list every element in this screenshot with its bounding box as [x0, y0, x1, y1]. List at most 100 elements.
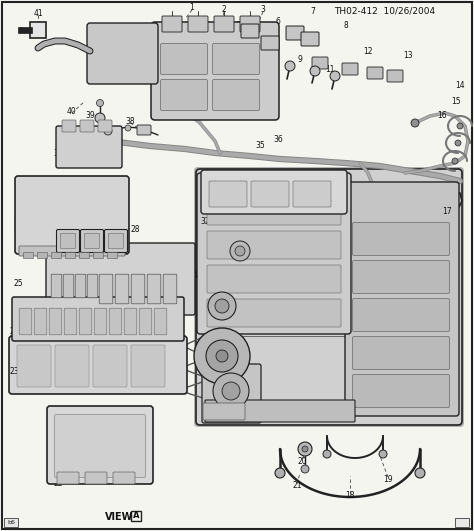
FancyBboxPatch shape: [46, 243, 195, 315]
FancyBboxPatch shape: [61, 234, 75, 249]
Bar: [37, 252, 47, 258]
Text: 21: 21: [292, 482, 302, 491]
FancyBboxPatch shape: [161, 44, 208, 74]
FancyBboxPatch shape: [342, 63, 358, 75]
FancyBboxPatch shape: [81, 229, 103, 253]
Circle shape: [213, 373, 249, 409]
Text: 15: 15: [451, 97, 461, 106]
FancyBboxPatch shape: [151, 22, 279, 120]
FancyBboxPatch shape: [113, 472, 135, 484]
Circle shape: [230, 241, 250, 261]
FancyBboxPatch shape: [79, 308, 92, 335]
Text: 7: 7: [310, 7, 315, 16]
FancyBboxPatch shape: [55, 415, 146, 477]
FancyBboxPatch shape: [188, 16, 208, 32]
Circle shape: [95, 113, 105, 123]
FancyBboxPatch shape: [353, 337, 449, 370]
Bar: [93, 252, 103, 258]
FancyBboxPatch shape: [367, 67, 383, 79]
FancyBboxPatch shape: [87, 274, 98, 298]
FancyBboxPatch shape: [93, 345, 127, 387]
FancyBboxPatch shape: [293, 181, 331, 207]
Text: 14: 14: [455, 81, 465, 90]
FancyBboxPatch shape: [47, 406, 153, 484]
Text: 28: 28: [130, 225, 140, 234]
Text: 31: 31: [53, 149, 63, 158]
Circle shape: [104, 127, 112, 135]
Circle shape: [415, 468, 425, 478]
Text: 35: 35: [255, 141, 265, 150]
Text: 12: 12: [363, 47, 373, 56]
Circle shape: [125, 125, 131, 131]
FancyBboxPatch shape: [109, 308, 122, 335]
Circle shape: [222, 382, 240, 400]
FancyBboxPatch shape: [161, 80, 208, 110]
FancyBboxPatch shape: [261, 36, 279, 50]
Text: 17: 17: [442, 207, 452, 216]
FancyBboxPatch shape: [98, 120, 112, 132]
FancyBboxPatch shape: [34, 308, 47, 335]
Text: 40: 40: [67, 107, 77, 116]
Circle shape: [215, 299, 229, 313]
FancyBboxPatch shape: [56, 229, 80, 253]
FancyBboxPatch shape: [139, 308, 152, 335]
FancyBboxPatch shape: [9, 336, 187, 394]
FancyBboxPatch shape: [194, 167, 464, 427]
Bar: [23, 252, 33, 258]
Text: TH02-412  10/26/2004: TH02-412 10/26/2004: [335, 6, 436, 15]
Text: 18: 18: [345, 492, 355, 501]
Circle shape: [310, 66, 320, 76]
Circle shape: [323, 450, 331, 458]
FancyBboxPatch shape: [353, 222, 449, 255]
Text: 10: 10: [253, 68, 263, 78]
FancyBboxPatch shape: [64, 308, 77, 335]
Text: 2: 2: [222, 5, 227, 14]
Circle shape: [97, 99, 103, 107]
FancyBboxPatch shape: [353, 374, 449, 407]
FancyBboxPatch shape: [131, 274, 145, 304]
Text: A: A: [133, 511, 139, 520]
FancyBboxPatch shape: [131, 345, 165, 387]
FancyBboxPatch shape: [286, 26, 304, 40]
FancyBboxPatch shape: [154, 308, 167, 335]
Bar: [107, 252, 117, 258]
FancyBboxPatch shape: [197, 173, 351, 334]
FancyBboxPatch shape: [207, 231, 341, 259]
Text: 4: 4: [192, 271, 198, 280]
Bar: [18, 27, 32, 33]
FancyBboxPatch shape: [163, 274, 177, 304]
Text: 29: 29: [175, 277, 185, 286]
FancyBboxPatch shape: [207, 265, 341, 293]
FancyBboxPatch shape: [55, 345, 89, 387]
Circle shape: [216, 350, 228, 362]
Circle shape: [301, 465, 309, 473]
Circle shape: [302, 446, 308, 452]
Text: 24: 24: [9, 327, 19, 336]
Text: VIEW: VIEW: [105, 512, 133, 522]
FancyBboxPatch shape: [84, 234, 100, 249]
FancyBboxPatch shape: [137, 125, 151, 135]
FancyBboxPatch shape: [301, 32, 319, 46]
FancyBboxPatch shape: [241, 24, 259, 38]
Circle shape: [208, 292, 236, 320]
FancyBboxPatch shape: [17, 345, 51, 387]
FancyBboxPatch shape: [353, 298, 449, 331]
Bar: [65, 252, 75, 258]
FancyBboxPatch shape: [209, 181, 247, 207]
Circle shape: [275, 468, 285, 478]
FancyBboxPatch shape: [12, 297, 184, 341]
FancyBboxPatch shape: [201, 170, 347, 214]
Text: 5: 5: [236, 21, 240, 30]
Text: b6: b6: [7, 520, 15, 525]
FancyBboxPatch shape: [49, 308, 62, 335]
Text: 25: 25: [13, 278, 23, 287]
FancyBboxPatch shape: [80, 120, 94, 132]
Text: 11: 11: [325, 64, 335, 73]
Text: 6: 6: [275, 16, 281, 25]
FancyBboxPatch shape: [62, 120, 76, 132]
Bar: [79, 252, 89, 258]
FancyBboxPatch shape: [202, 364, 261, 423]
Circle shape: [455, 140, 461, 146]
Text: 39: 39: [85, 110, 95, 119]
FancyBboxPatch shape: [203, 403, 245, 420]
